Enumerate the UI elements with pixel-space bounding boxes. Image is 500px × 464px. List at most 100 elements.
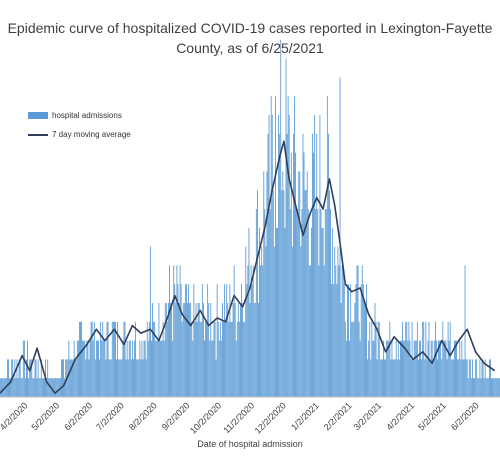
admission-bar (215, 359, 217, 397)
admission-bar (418, 359, 419, 397)
admission-bar (402, 321, 403, 397)
admission-bar (339, 77, 341, 398)
admission-bar (405, 321, 407, 397)
admission-bar (9, 378, 10, 397)
admission-bar (463, 359, 465, 397)
admission-bar (285, 58, 287, 397)
admission-bar (470, 378, 472, 397)
admission-bar (340, 303, 342, 397)
admission-bar (225, 321, 227, 397)
admission-bar (213, 321, 215, 397)
admission-bar (369, 321, 371, 397)
admission-bar (359, 340, 361, 397)
admission-bar (348, 284, 349, 397)
admission-bar (492, 378, 494, 397)
admission-bar (388, 340, 390, 397)
admission-bar (266, 171, 268, 397)
admission-bar (216, 284, 218, 397)
admission-bar (154, 321, 156, 397)
admission-bar (468, 359, 470, 397)
admission-bar (432, 359, 434, 397)
admission-bar (158, 303, 160, 397)
admission-bar (38, 378, 40, 397)
chart-title-line-2: County, as of 6/25/2021 (176, 40, 324, 56)
admission-bar (367, 359, 369, 397)
admission-bar (496, 378, 498, 397)
x-tick-label: 5/2/2021 (416, 400, 448, 432)
admission-bar (398, 359, 400, 397)
admission-bar (457, 359, 459, 397)
admission-bar (56, 378, 58, 397)
admission-bar (105, 359, 107, 397)
admission-bar (142, 359, 144, 397)
admission-bar (210, 303, 212, 397)
admission-bar (366, 284, 367, 397)
admission-bar (53, 378, 55, 397)
admission-bar (189, 303, 191, 397)
admission-bar (44, 378, 45, 397)
x-tick-label: 2/2/2021 (322, 400, 354, 432)
admission-bar (397, 340, 399, 397)
admission-bar (193, 284, 195, 397)
admission-bar (247, 265, 249, 397)
admission-bar (156, 340, 158, 397)
admission-bar (143, 340, 145, 397)
admission-bar (83, 340, 85, 397)
admission-bar (376, 359, 378, 397)
admission-bar (74, 359, 76, 397)
admission-bar (135, 321, 137, 397)
admission-bar (337, 246, 339, 397)
admission-bar (373, 340, 375, 397)
admission-bar (431, 340, 433, 397)
admission-bar (265, 246, 267, 397)
admission-bar (41, 378, 43, 397)
admission-bar (459, 340, 461, 397)
admission-bar (283, 190, 285, 397)
admission-bar (212, 340, 214, 397)
legend-label-hospital-admissions: hospital admissions (52, 111, 122, 120)
admission-bar (323, 265, 325, 397)
admission-bar (214, 321, 216, 397)
admission-bar (77, 340, 79, 397)
admission-bar (479, 359, 481, 397)
admission-bar (447, 321, 449, 397)
admission-bar (248, 227, 250, 397)
admission-bar (168, 303, 169, 397)
admission-bar (246, 284, 248, 397)
admission-bar (488, 359, 490, 397)
admission-bar (490, 359, 491, 397)
admission-bar (27, 340, 28, 397)
admission-bar (377, 321, 379, 397)
admission-bar (358, 321, 360, 397)
admission-bar (127, 359, 129, 397)
admission-bar (211, 340, 213, 397)
admission-bar (88, 359, 90, 397)
admission-bar (317, 209, 319, 397)
admission-bar (31, 359, 33, 397)
x-tick-label: 10/2/2020 (188, 400, 223, 435)
admission-bar (191, 321, 193, 397)
admission-bar (18, 359, 20, 397)
admission-bar (102, 321, 104, 397)
admission-bar (14, 359, 16, 397)
admission-bar (361, 265, 363, 397)
admission-bar (196, 321, 198, 397)
admission-bar (395, 340, 397, 397)
admission-bar (426, 359, 428, 397)
admission-bar (370, 359, 372, 397)
x-tick-label: 4/2/2021 (384, 400, 416, 432)
admission-bar (237, 303, 239, 397)
admission-bar (410, 359, 412, 397)
admission-bar (61, 359, 62, 397)
admission-bar (80, 321, 81, 397)
admission-bar (259, 227, 260, 397)
admission-bar (107, 321, 109, 397)
admission-bar (356, 265, 358, 397)
admission-bar (475, 359, 477, 397)
admission-bar (495, 378, 497, 397)
admission-bar (243, 321, 245, 397)
admission-bar (282, 171, 284, 397)
admission-bar (254, 303, 256, 397)
admission-bar (385, 359, 387, 397)
admission-bar (427, 340, 429, 397)
